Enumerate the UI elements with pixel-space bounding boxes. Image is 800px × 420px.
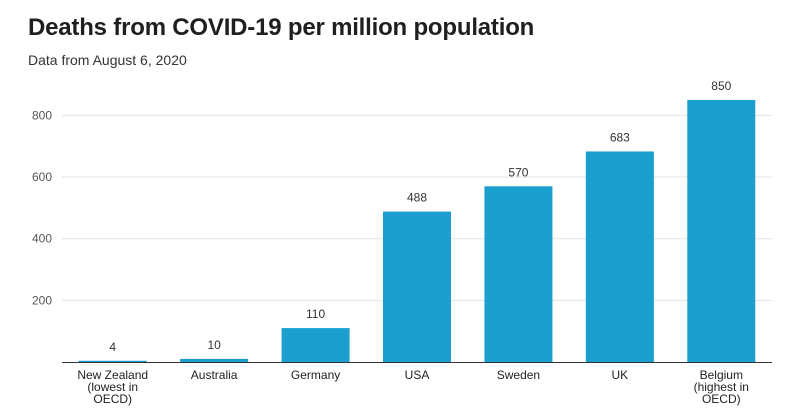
x-category-label-line: (highest in	[694, 380, 749, 394]
bar	[78, 360, 147, 362]
x-category-label-line: Australia	[191, 368, 238, 382]
bars	[78, 100, 756, 362]
x-category-label: Germany	[291, 368, 340, 382]
x-category-label: USA	[405, 368, 430, 382]
x-category-label: Sweden	[497, 368, 540, 382]
bar	[687, 100, 756, 362]
y-tick-label: 200	[32, 293, 52, 307]
bar-value-label: 683	[610, 130, 630, 144]
x-category-label-line: UK	[612, 368, 629, 382]
bar-value-label: 850	[711, 79, 731, 93]
x-category-label-line: (lowest in	[87, 380, 138, 394]
bar	[383, 211, 451, 362]
x-category-label-line: OECD)	[93, 392, 132, 406]
x-category-label: Australia	[191, 368, 238, 382]
bar-value-label: 110	[306, 307, 325, 321]
data-labels: 4 10 110 488 570 683 850	[109, 79, 731, 354]
bar-value-label: 4	[109, 340, 116, 354]
bar-value-label: 10	[207, 338, 221, 352]
y-tick-label: 600	[32, 170, 52, 184]
y-axis-ticks: 200 400 600 800	[32, 108, 52, 307]
x-category-label-line: Belgium	[700, 368, 743, 382]
x-category-label-line: Germany	[291, 368, 340, 382]
x-category-label-line: OECD)	[702, 392, 741, 406]
bar	[180, 358, 249, 362]
x-category-label: UK	[612, 368, 629, 382]
bar	[585, 151, 654, 362]
x-category-label-line: USA	[405, 368, 430, 382]
x-category-label-line: Sweden	[497, 368, 540, 382]
bar-value-label: 570	[508, 165, 528, 179]
bar	[484, 186, 553, 362]
bar-value-label: 488	[407, 191, 427, 205]
x-category-label: New Zealand (lowest in OECD)	[77, 368, 148, 406]
chart-subtitle: Data from August 6, 2020	[28, 52, 187, 68]
x-category-label: Belgium (highest in OECD)	[694, 368, 749, 406]
y-tick-label: 400	[32, 232, 52, 246]
chart-title: Deaths from COVID-19 per million populat…	[28, 14, 535, 41]
bar	[281, 328, 350, 362]
x-category-label-line: New Zealand	[77, 368, 148, 382]
y-tick-label: 800	[32, 108, 52, 122]
x-axis-categories: New Zealand (lowest in OECD)Australia Germa…	[77, 368, 749, 406]
